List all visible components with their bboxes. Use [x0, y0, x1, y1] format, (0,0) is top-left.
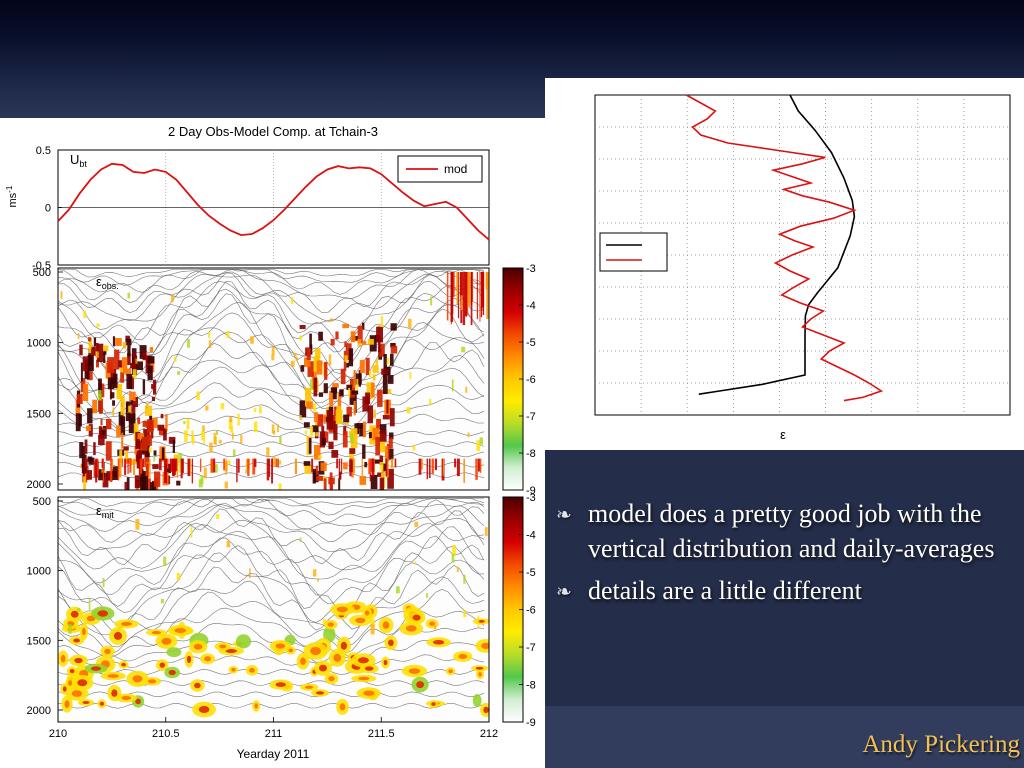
bullet-item: ❧ model does a pretty good job with the …: [556, 496, 1008, 567]
svg-text:-3: -3: [526, 263, 536, 275]
bullet-text: model does a pretty good job with the ve…: [588, 499, 995, 564]
bullet-item: ❧ details are a little different: [556, 573, 1008, 608]
svg-text:212: 212: [480, 728, 498, 740]
svg-text:-5: -5: [526, 337, 536, 349]
svg-text:-4: -4: [526, 530, 536, 542]
floral-bullet-icon: ❧: [556, 581, 572, 603]
svg-text:211: 211: [265, 728, 283, 740]
bullet-list: ❧ model does a pretty good job with the …: [556, 496, 1008, 614]
floral-bullet-icon: ❧: [556, 505, 572, 526]
svg-text:0: 0: [45, 203, 51, 215]
svg-text:-9: -9: [526, 485, 536, 497]
fig1-xlabel: Yearday 2011: [237, 747, 310, 761]
svg-text:-8: -8: [526, 680, 536, 692]
mod-line: [57, 162, 490, 241]
svg-text:-8: -8: [526, 448, 536, 460]
svg-text:1000: 1000: [27, 338, 51, 350]
svg-text:0.5: 0.5: [36, 145, 51, 157]
profile-figure: ε: [594, 94, 1011, 442]
svg-text:2000: 2000: [27, 705, 51, 717]
legend-label: mod: [444, 162, 467, 176]
svg-text:-6: -6: [526, 605, 536, 617]
obs-model-figure: 2 Day Obs-Model Comp. at Tchain-3 0.5 0 -0.…: [5, 124, 536, 761]
svg-text:210.5: 210.5: [152, 728, 180, 740]
bullet-text: details are a little different: [588, 575, 862, 605]
svg-text:500: 500: [33, 267, 51, 279]
svg-text:-4: -4: [526, 300, 536, 312]
legend-box: [599, 232, 668, 272]
obs-model-figure-panel: 2 Day Obs-Model Comp. at Tchain-3 0.5 0 -0.…: [0, 118, 545, 768]
svg-text:-3: -3: [526, 492, 536, 504]
svg-text:-6: -6: [526, 374, 536, 386]
svg-text:-5: -5: [526, 567, 536, 579]
svg-text:1000: 1000: [27, 566, 51, 578]
svg-text:210: 210: [49, 728, 67, 740]
svg-text:-9: -9: [526, 717, 536, 729]
svg-text:500: 500: [33, 496, 51, 508]
author-credit: Andy Pickering: [862, 731, 1020, 758]
svg-text:-7: -7: [526, 411, 536, 423]
svg-text:1500: 1500: [27, 408, 51, 420]
fig2-xlabel: ε: [780, 427, 786, 442]
profile-figure-panel: ε: [545, 78, 1024, 450]
profile-line-red: [685, 94, 884, 402]
bullet-backdrop: [545, 450, 1024, 706]
svg-text:2000: 2000: [27, 479, 51, 491]
svg-text:-0.5: -0.5: [32, 260, 51, 272]
svg-text:1500: 1500: [27, 635, 51, 647]
svg-text:ms-1: ms-1: [5, 185, 19, 207]
svg-text:-7: -7: [526, 642, 536, 654]
fig1-title: 2 Day Obs-Model Comp. at Tchain-3: [168, 124, 378, 139]
profile-line-black: [698, 94, 856, 395]
svg-text:211.5: 211.5: [368, 728, 395, 740]
